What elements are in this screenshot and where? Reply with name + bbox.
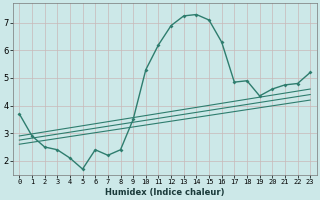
X-axis label: Humidex (Indice chaleur): Humidex (Indice chaleur)	[105, 188, 225, 197]
